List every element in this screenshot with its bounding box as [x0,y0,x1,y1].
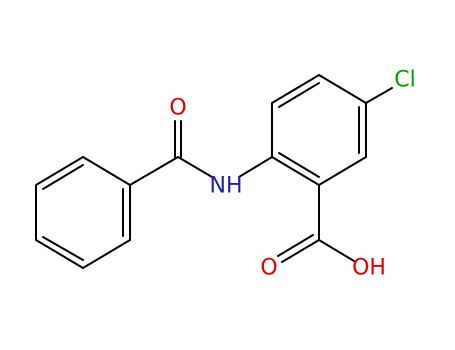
bond [277,234,314,257]
atom-label: O [169,96,186,121]
bond [42,164,84,190]
bond [278,152,320,178]
bonds [35,74,393,269]
bond [82,239,131,269]
bond [318,74,367,104]
bond [271,156,320,186]
bond [318,239,355,262]
bond [129,156,179,186]
atom-label: Cl [394,68,415,93]
bond [271,74,320,104]
bond [35,239,84,269]
bond [365,87,393,104]
bond [318,156,367,186]
bond [278,82,320,108]
atom-label: OH [352,256,386,281]
bond [42,236,84,261]
bond [82,156,131,186]
atom-label: NH [210,174,243,199]
bond [35,156,84,186]
bond [177,156,213,178]
bond [238,156,273,178]
bond [281,239,320,263]
atom-label: O [260,256,277,281]
